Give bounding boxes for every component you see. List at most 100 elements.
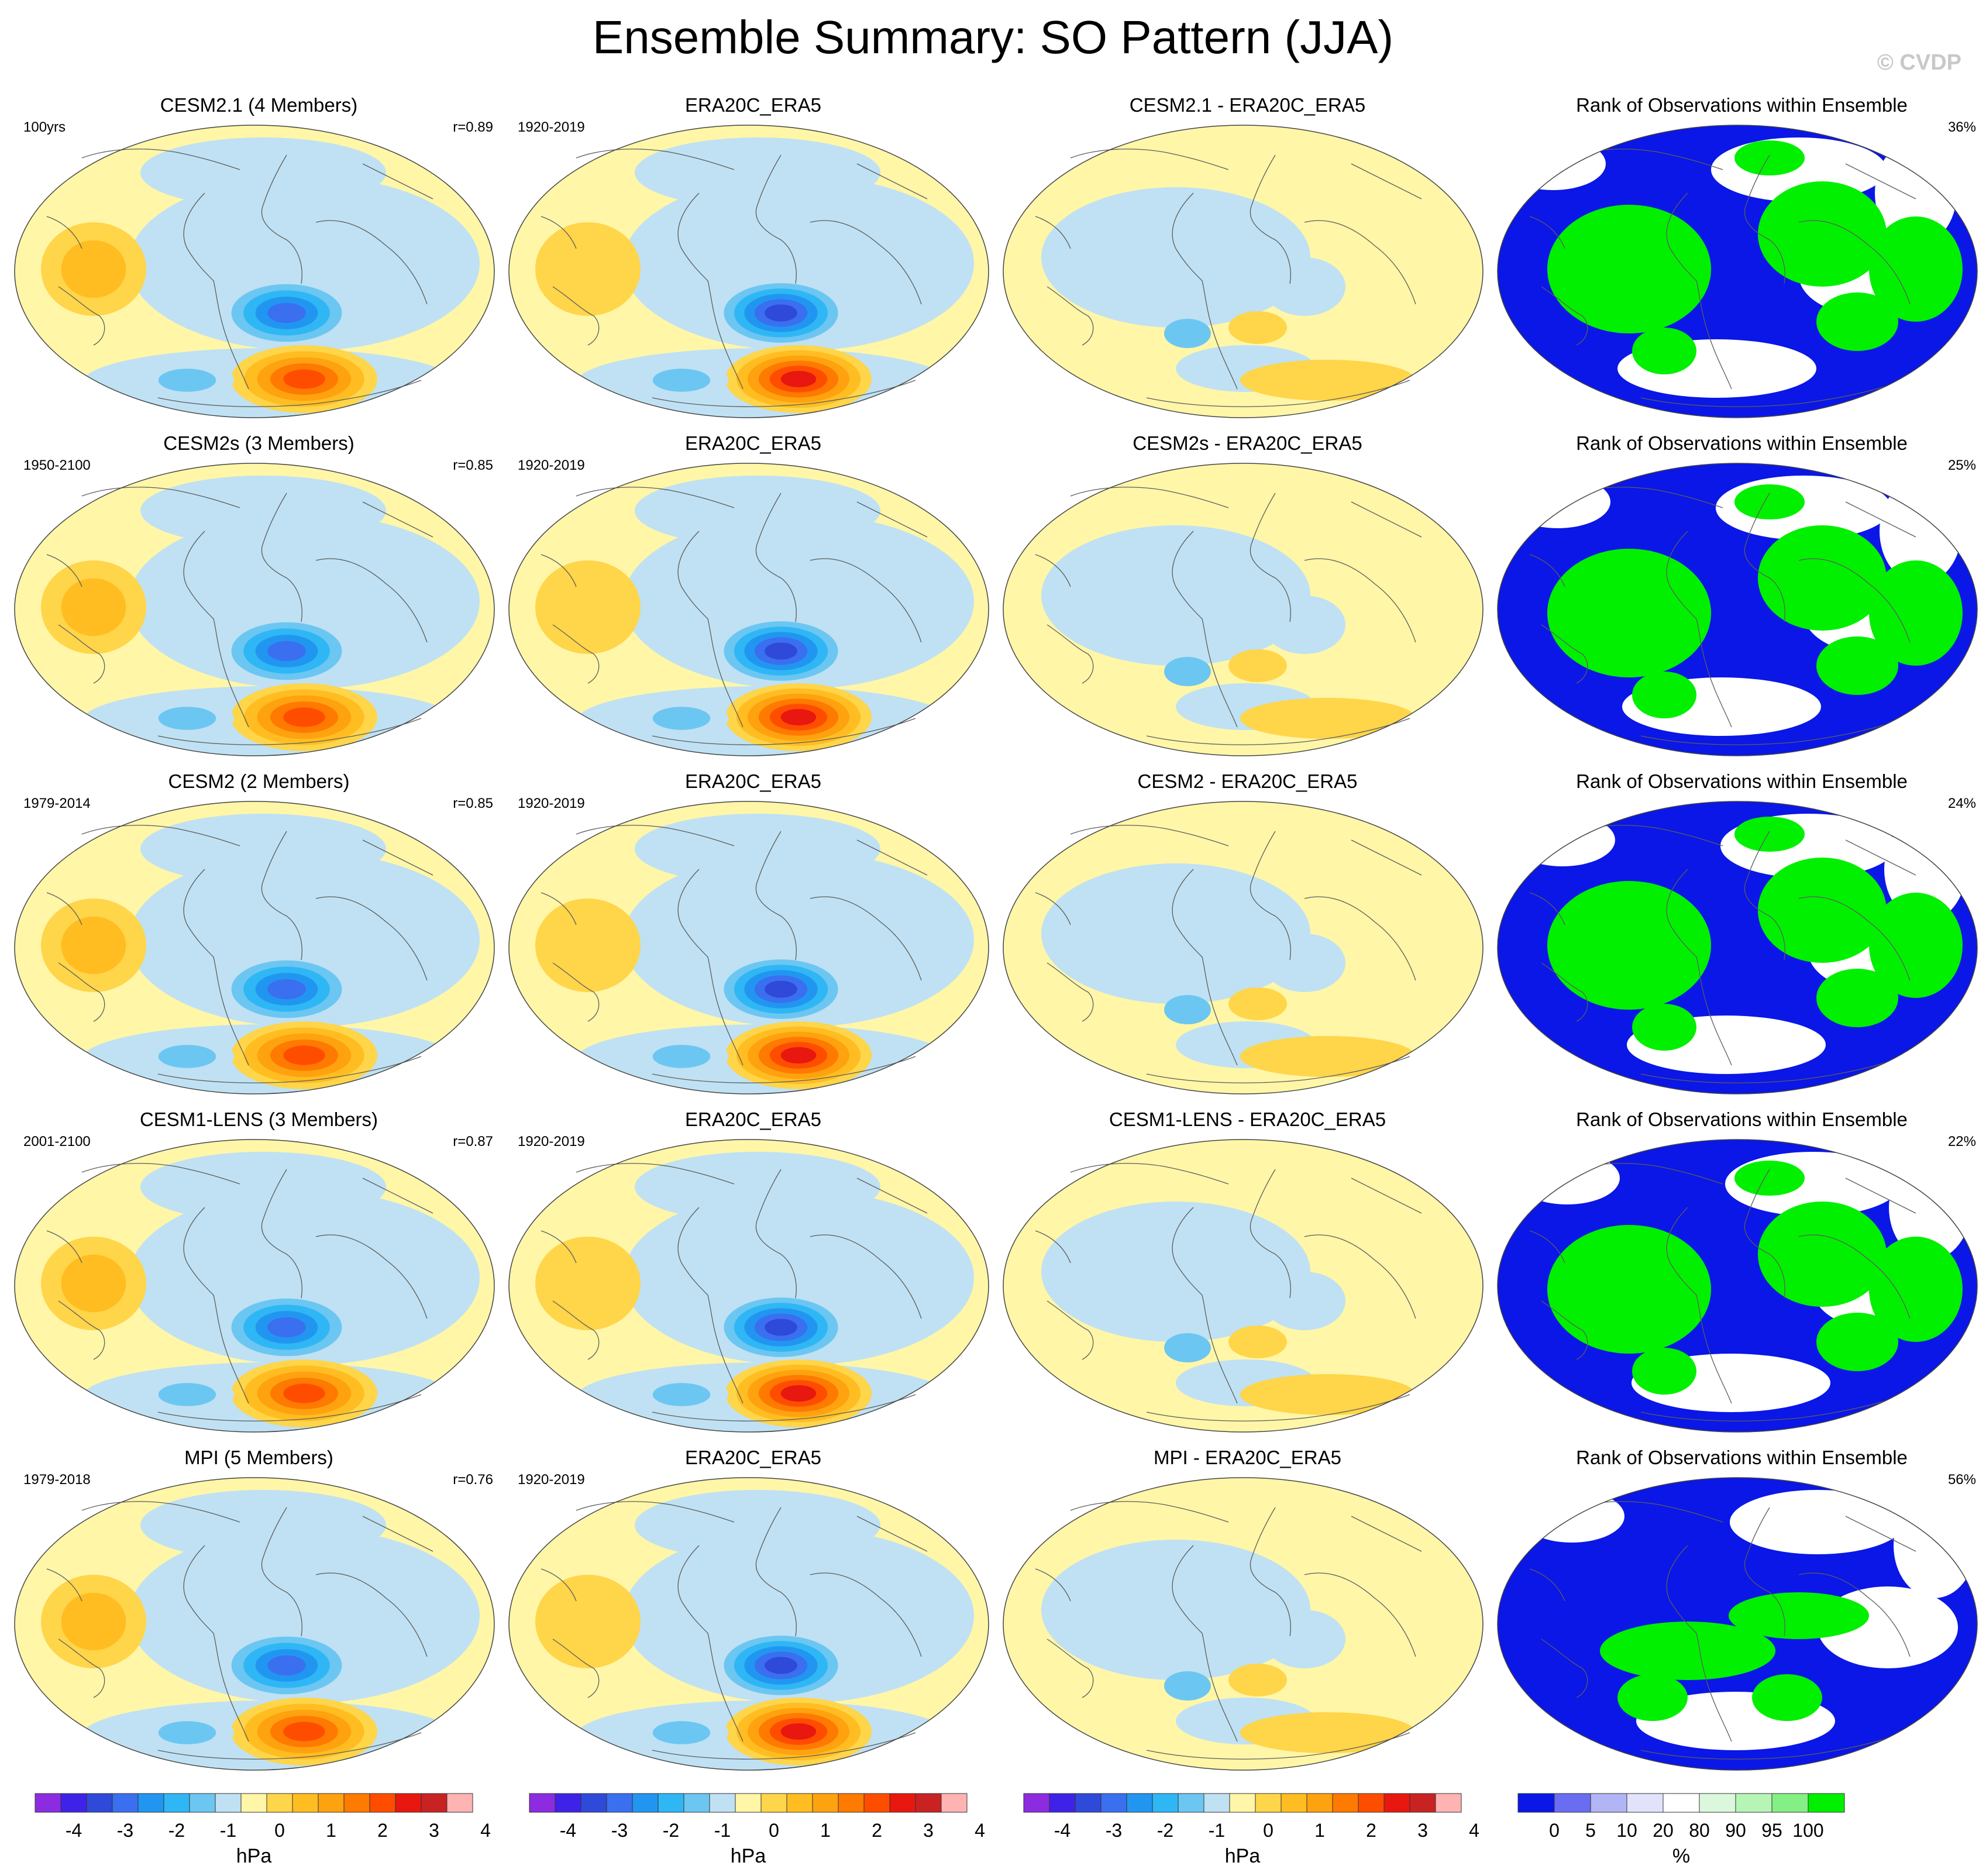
north-pacific-negative [140,476,386,546]
map-model [14,801,495,1094]
colorbar-swatch [1229,1793,1256,1813]
rank-coastline-6 [1529,892,1565,925]
map-coastline-2 [261,1507,302,1637]
map-coastline-7 [1351,501,1422,538]
southern-positive [1240,1712,1416,1753]
map-outline [1497,1477,1978,1771]
map-coastline-1 [677,531,744,728]
north-pacific-negative [140,137,386,208]
rank-green-4 [1632,672,1696,718]
map-coastline-6 [541,216,577,249]
arctic-positive [15,463,123,493]
colorbar-tick: 1 [1314,1820,1325,1841]
map-coastline-8 [1146,1732,1410,1760]
map-coastline-4 [81,825,240,846]
rank-coastline-2 [1744,154,1785,284]
map-coastline-8 [652,1394,916,1421]
panel-title: ERA20C_ERA5 [685,1447,821,1468]
colorbar-svg: -4 -3 -2 -1 0 1 2 3 4 hPa [35,1793,491,1867]
rank-coastline-6 [1529,216,1565,249]
pacific-negative-region [623,514,974,689]
map-coastline-2 [1250,1507,1291,1637]
colorbar-swatch [683,1793,710,1813]
map-coastline-2 [755,1507,797,1637]
rank-green-5 [1734,140,1805,175]
australia-high-level-1 [535,222,641,316]
map-coastline-4 [1070,487,1229,508]
map-coastline-7 [362,1516,433,1552]
arctic-positive [509,463,617,493]
map-field-rank [1498,463,1977,756]
map-field-diff [1003,463,1483,756]
map-field-model [15,1140,494,1432]
colorbar-swatch [529,1793,556,1813]
arctic-positive [15,801,123,831]
arctic-positive [509,1140,617,1169]
map-coastline-1 [183,1207,249,1404]
map-coastline-1 [677,192,744,390]
map-coastline-5 [1304,558,1416,643]
rank-coastline-5 [1798,896,1911,981]
map-coastline-7 [856,1516,928,1552]
pacific-positive [1228,987,1287,1020]
panel-title: CESM1-LENS (3 Members) [139,1109,378,1130]
colorbar-swatch [889,1793,916,1813]
map-coastline-2 [755,154,797,284]
colorbar-swatch [735,1793,762,1813]
north-pacific-negative [635,137,880,208]
map-coastline-5 [315,1572,428,1657]
colorbar-svg: 0 5 10 20 80 90 95 100% [1517,1793,1845,1867]
map-coastline-1 [677,1207,744,1404]
colorbar-swatch [163,1793,190,1813]
australia-high-level-2 [61,578,126,636]
map-coastline-3 [552,962,600,1022]
rank-green-3 [1617,1674,1688,1721]
map-coastline-6 [46,554,82,587]
colorbar-swatch [35,1793,61,1813]
rank-white-4 [1505,476,1610,528]
map-coastline-3 [1047,624,1094,684]
map-field-obs [509,463,989,756]
map-model [14,463,495,756]
eastern-pacific-low-level-5 [267,979,306,1000]
map-coastline-7 [1351,1516,1422,1552]
panel-title: CESM1-LENS - ERA20C_ERA5 [1109,1109,1386,1130]
colorbar-swatch [1152,1793,1179,1813]
map-coastline-2 [1250,1169,1291,1299]
north-pacific-negative [140,814,386,884]
rank-green-2 [1729,1592,1869,1639]
map-coastline-2 [261,493,302,622]
colorbar-swatch [941,1793,968,1813]
map-coastline-5 [315,1234,428,1319]
southern-low-level-2 [158,707,216,730]
pacific-negative [1164,319,1211,348]
eastern-pacific-low-level-5 [267,1655,306,1676]
map-coastline-3 [552,1639,600,1698]
map-coastline-4 [1070,1501,1229,1523]
colorbar-unit: hPa [236,1845,272,1867]
map-coastline-5 [1304,1572,1416,1657]
southern-low-level-2 [652,1045,711,1068]
rank-coastline-7 [1845,1178,1916,1214]
colorbar-swatch [1126,1793,1153,1813]
south-pacific-high-level-5 [283,1045,325,1065]
rank-green-3 [1816,292,1898,351]
map-coastline-7 [1351,1178,1422,1214]
correlation-label: r=0.85 [453,796,493,811]
colorbar-tick: 3 [1417,1820,1428,1841]
map-coastline-8 [157,1056,422,1083]
colorbar-swatch [863,1793,890,1813]
colorbar-tick: 3 [923,1820,934,1841]
rank-green-5 [1734,817,1805,852]
map-outline [508,1477,989,1771]
negative-region [1041,1540,1310,1680]
map-field-diff [1003,1478,1483,1770]
map-coastline-2 [755,493,797,622]
map-coastline-4 [576,487,735,508]
colorbar-svg: -4 -3 -2 -1 0 1 2 3 4 hPa [529,1793,985,1867]
rank-green-3 [1816,1313,1898,1371]
colorbar-swatch [1049,1793,1076,1813]
map-outline [1003,801,1484,1094]
colorbar-swatch [446,1793,473,1813]
map-coastline-6 [1035,1568,1071,1602]
